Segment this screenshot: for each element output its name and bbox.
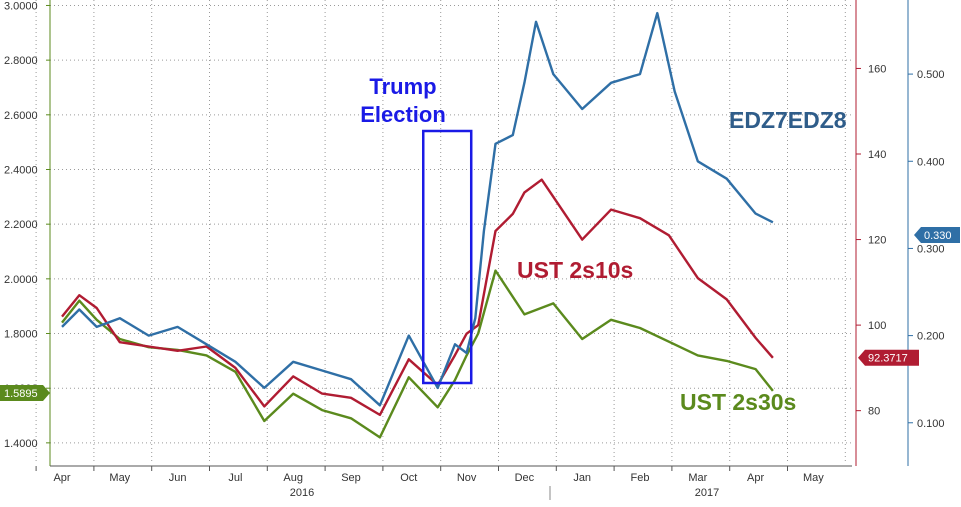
trump-annotation: Trump xyxy=(369,74,436,99)
edz-series-label: EDZ7EDZ8 xyxy=(729,107,847,133)
left-tick-label: 2.2000 xyxy=(4,219,38,231)
axes: 3.0000 2.8000 2.6000 2.4000 2.2000 2.0000 1.80… xyxy=(4,0,945,500)
x-tick-label: Jan xyxy=(573,472,591,484)
left-value-badge: 1.5895 xyxy=(0,385,50,401)
right2-value-badge-shape xyxy=(914,227,960,243)
right1-value-badge: 92.3717 xyxy=(858,349,919,366)
series-line-ust-2s10s xyxy=(61,178,774,417)
right1-value-badge-text: 92.3717 xyxy=(868,353,908,365)
x-tick-label: Apr xyxy=(747,472,764,484)
x-tick-label: May xyxy=(109,472,130,484)
right1-tick-label: 140 xyxy=(868,149,886,161)
right2-value-badge: 0.330 xyxy=(914,227,960,243)
annotations: Trump Election EDZ7EDZ8 UST 2s10s UST 2s30s 1… xyxy=(0,74,960,415)
right1-value-badge-shape xyxy=(858,349,919,366)
series-line-ust-2s30s xyxy=(61,269,774,439)
left-value-badge-text: 1.5895 xyxy=(4,388,38,400)
year-label: 2016 xyxy=(290,487,314,499)
right2-value-badge-text: 0.330 xyxy=(924,230,952,242)
election-annotation: Election xyxy=(360,102,446,127)
x-tick-label: Feb xyxy=(631,472,650,484)
x-tick-label: Dec xyxy=(515,472,535,484)
series-lines xyxy=(61,11,774,439)
ust2s10s-series-label: UST 2s10s xyxy=(517,257,633,283)
left-tick-label: 2.6000 xyxy=(4,110,38,122)
left-value-badge-shape xyxy=(0,385,50,401)
right1-tick-label: 100 xyxy=(868,320,886,332)
x-tick-label: Jul xyxy=(228,472,242,484)
left-tick-label: 1.4000 xyxy=(4,438,38,450)
x-tick-label: Nov xyxy=(457,472,477,484)
right2-tick-label: 0.100 xyxy=(917,418,945,430)
right1-tick-label: 80 xyxy=(868,406,880,418)
x-tick-label: Sep xyxy=(341,472,361,484)
left-tick-label: 2.8000 xyxy=(4,55,38,67)
series-line-edz7edz8 xyxy=(61,11,774,407)
x-tick-label: Mar xyxy=(688,472,707,484)
x-tick-label: Apr xyxy=(53,472,70,484)
x-tick-label: May xyxy=(803,472,824,484)
right2-tick-label: 0.400 xyxy=(917,156,945,168)
right1-tick-label: 160 xyxy=(868,63,886,75)
x-tick-label: Aug xyxy=(283,472,303,484)
left-tick-label: 2.4000 xyxy=(4,164,38,176)
election-highlight-box xyxy=(422,129,473,385)
x-tick-label: Oct xyxy=(400,472,417,484)
left-tick-label: 3.0000 xyxy=(4,0,38,12)
right2-tick-label: 0.500 xyxy=(917,69,945,81)
left-tick-label: 1.8000 xyxy=(4,329,38,341)
election-box xyxy=(422,129,473,385)
ust2s30s-series-label: UST 2s30s xyxy=(680,389,796,415)
x-tick-label: Jun xyxy=(169,472,187,484)
right1-tick-label: 120 xyxy=(868,235,886,247)
right2-tick-label: 0.200 xyxy=(917,331,945,343)
left-tick-label: 2.0000 xyxy=(4,274,38,286)
year-label: 2017 xyxy=(695,487,719,499)
right2-tick-label: 0.300 xyxy=(917,243,945,255)
